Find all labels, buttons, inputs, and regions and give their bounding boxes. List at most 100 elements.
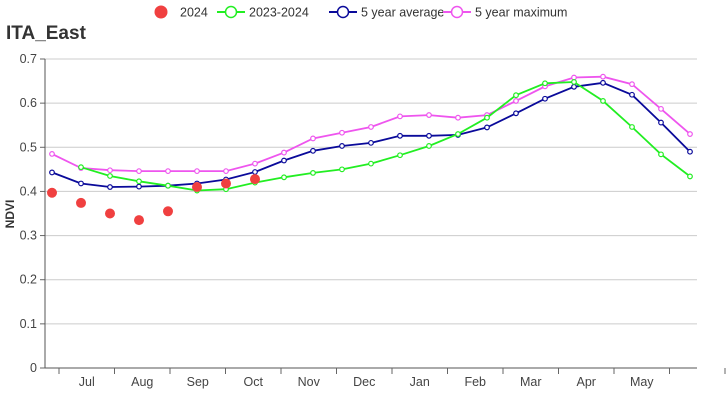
x-tick-label: Oct <box>244 375 264 389</box>
data-point <box>163 206 173 217</box>
data-point <box>513 110 519 117</box>
data-point <box>107 184 113 190</box>
data-point <box>571 83 577 90</box>
data-point <box>658 119 664 126</box>
data-point <box>658 151 664 158</box>
data-point <box>484 114 490 121</box>
series-5-year-average <box>49 79 693 190</box>
x-tick-label: Aug <box>131 375 153 389</box>
y-tick-label: 0.7 <box>20 52 37 66</box>
x-tick-label: Dec <box>353 375 375 389</box>
x-tick-label: May <box>630 375 654 389</box>
data-point <box>136 178 142 185</box>
data-point <box>658 105 664 112</box>
legend-item: 5 year average <box>329 6 444 20</box>
data-point <box>629 81 635 88</box>
data-point <box>107 167 113 174</box>
legend-label: 5 year average <box>361 6 444 20</box>
legend-item: 2023-2024 <box>217 6 309 20</box>
y-axis-title: NDVI <box>3 200 17 229</box>
series-2024 <box>47 174 260 226</box>
chart-title: ITA_East <box>6 23 87 44</box>
data-point <box>339 166 345 173</box>
x-axis: Jul Aug Sep Oct Nov Dec Jan Feb Mar Apr May <box>45 367 726 389</box>
gridlines <box>45 58 697 325</box>
series-line <box>51 75 691 173</box>
data-point <box>281 157 287 164</box>
data-point <box>339 129 345 136</box>
data-point <box>426 132 432 139</box>
series-5-year-maximum <box>49 73 693 175</box>
data-point <box>194 168 200 175</box>
data-point <box>76 197 86 208</box>
data-point <box>136 168 142 175</box>
data-point <box>47 187 57 198</box>
data-point <box>310 147 316 154</box>
legend-label: 2023-2024 <box>249 6 309 20</box>
legend-marker <box>224 5 238 19</box>
x-tick-label: Feb <box>464 375 486 389</box>
y-tick-label: 0.5 <box>20 140 37 154</box>
legend-marker <box>450 5 464 19</box>
data-point <box>368 124 374 130</box>
data-point <box>455 114 461 121</box>
legend-marker <box>336 5 350 19</box>
data-point <box>49 169 55 176</box>
data-point <box>281 149 287 156</box>
data-point <box>136 183 142 190</box>
data-point <box>397 113 403 120</box>
data-point <box>484 124 490 131</box>
data-point <box>250 174 260 185</box>
x-tick-label: Jul <box>79 375 95 389</box>
data-point <box>687 148 693 155</box>
y-tick-label: 0.3 <box>20 229 37 243</box>
data-point <box>542 95 548 102</box>
series-2023-2024 <box>78 79 693 194</box>
x-tick-label: Apr <box>577 375 596 389</box>
y-tick-label: 0.6 <box>20 96 37 110</box>
x-tick-label: Mar <box>520 375 542 389</box>
legend-marker <box>154 5 168 19</box>
x-tick-label: Jan <box>410 375 430 389</box>
data-point <box>223 168 229 175</box>
data-point <box>49 151 55 157</box>
data-point <box>426 143 432 149</box>
data-point <box>252 160 258 167</box>
data-point <box>600 98 606 104</box>
legend-label: 2024 <box>180 6 208 20</box>
legend-label: 5 year maximum <box>475 6 567 20</box>
data-point <box>221 178 231 189</box>
data-point <box>107 173 113 179</box>
data-point <box>339 143 345 149</box>
data-point <box>455 131 461 137</box>
data-point <box>78 180 84 187</box>
data-point <box>513 92 519 99</box>
data-point <box>78 164 84 171</box>
data-point <box>165 182 171 189</box>
x-tick-label: Nov <box>298 375 321 389</box>
data-point <box>571 79 577 85</box>
data-point <box>629 124 635 130</box>
legend: 2024 2023-2024 5 year average 5 year maximu… <box>154 5 567 20</box>
data-point <box>368 139 374 146</box>
data-point <box>310 169 316 176</box>
data-point <box>513 98 519 104</box>
y-tick-label: 0.2 <box>20 273 37 287</box>
x-tick-label: Sep <box>187 375 209 389</box>
data-point <box>281 174 287 181</box>
data-point <box>105 208 115 219</box>
data-point <box>310 135 316 142</box>
legend-item: 5 year maximum <box>443 6 567 20</box>
data-point <box>542 80 548 87</box>
data-point <box>426 112 432 118</box>
data-point <box>600 73 606 80</box>
y-tick-label: 0.4 <box>20 184 37 198</box>
y-tick-label: 0 <box>30 361 37 375</box>
data-point <box>252 169 258 175</box>
series-layer <box>47 73 693 226</box>
data-point <box>192 182 202 193</box>
legend-item: 2024 <box>154 5 208 20</box>
y-tick-label: 0.1 <box>20 317 37 331</box>
data-point <box>368 160 374 167</box>
